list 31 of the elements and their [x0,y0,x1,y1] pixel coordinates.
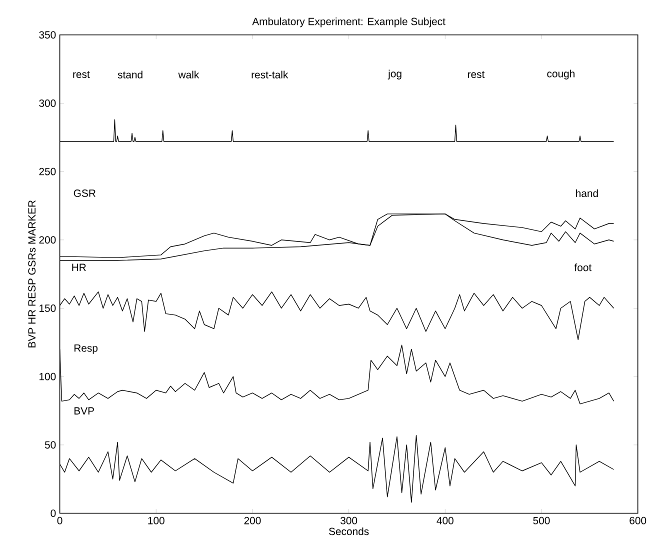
annotation: hand [576,190,598,198]
y-tick-label: 150 [40,304,56,312]
annotation: rest [73,71,90,78]
annotation: walk [178,70,200,79]
annotation: BVP [74,408,94,415]
annotation: Resp [74,344,98,354]
annotation: GSR [74,190,96,198]
x-tick-label: 200 [244,517,261,525]
y-tick-label: 250 [39,168,56,176]
annotation: rest [468,71,485,78]
x-tick-label: 600 [630,517,646,525]
x-tick-label: 300 [340,517,358,525]
annotation: rest-talk [252,70,288,79]
x-tick-label: 500 [533,517,550,525]
chart-title: Ambulatory Experiment: Example Subject [252,18,446,28]
x-axis-title: Seconds [329,528,369,536]
annotation: foot [574,264,592,272]
y-tick-label: 100 [40,373,56,380]
y-axis-title: BVP HR RESP GSRs MARKER [28,200,36,348]
y-tick-label: 0 [50,510,56,518]
x-tick-label: 100 [148,517,164,525]
y-tick-label: 300 [39,100,56,108]
annotation: stand [118,70,142,79]
y-tick-label: 200 [39,236,56,244]
y-tick-label: 350 [39,31,56,39]
x-tick-label: 0 [57,517,62,525]
x-tick-label: 400 [436,517,454,525]
annotation: cough [547,70,574,80]
annotation: jog [388,70,402,80]
y-tick-label: 50 [44,441,56,449]
annotation: HR [72,264,86,272]
